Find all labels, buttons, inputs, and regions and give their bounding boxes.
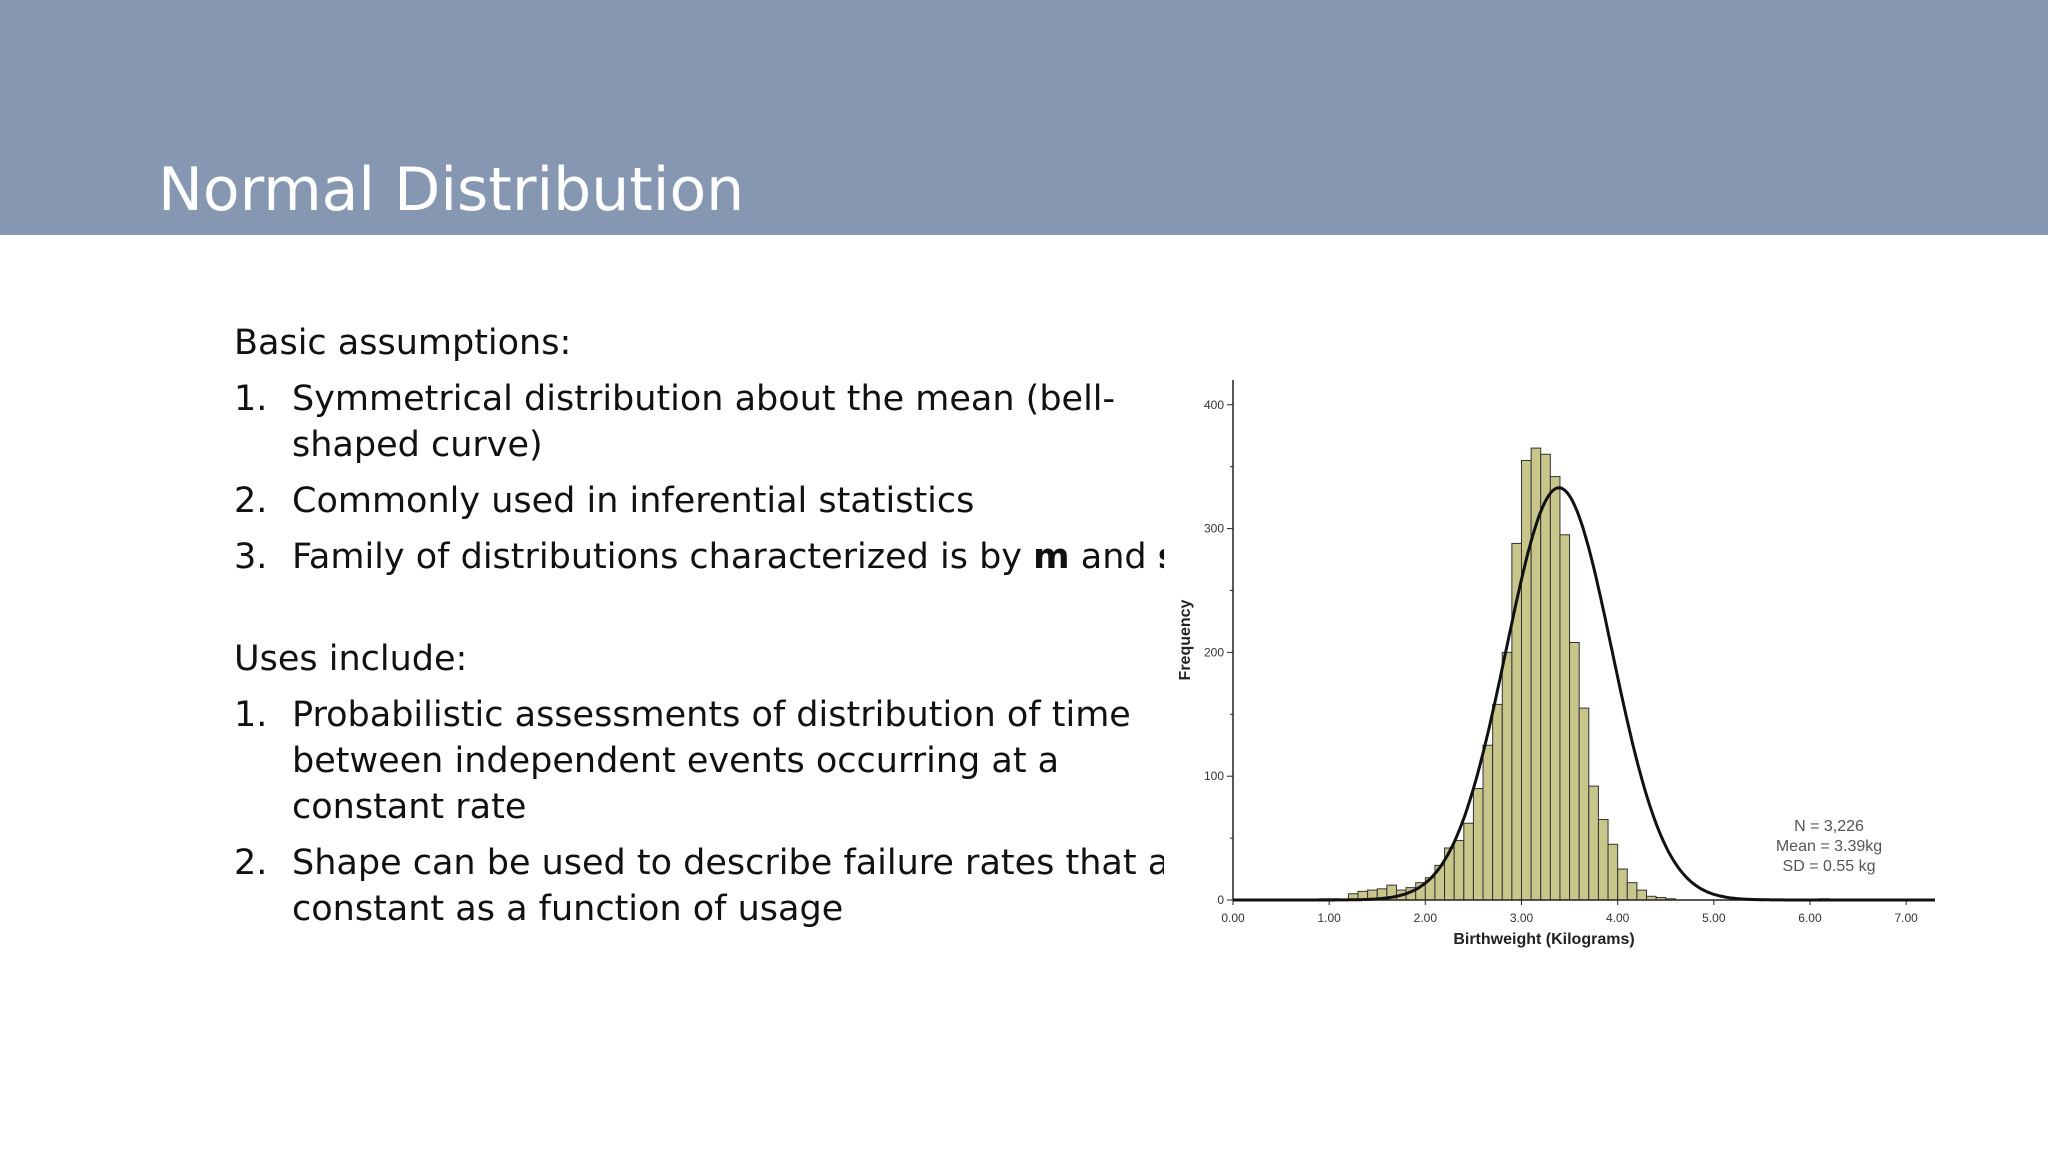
symbol-sigma: s [1158, 537, 1164, 577]
x-tick-label: 5.00 [1702, 911, 1726, 925]
list-text-line: Commonly used in inferential statistics [292, 481, 975, 521]
list-item: 1. Symmetrical distribution about the me… [234, 376, 1164, 468]
histogram-bar [1597, 819, 1609, 901]
histogram-bar [1559, 534, 1571, 901]
y-tick-label: 100 [1204, 769, 1224, 783]
list-text-line: Family of distributions characterized is… [292, 534, 1164, 580]
x-tick-label: 0.00 [1221, 911, 1245, 925]
list-item: 2. Shape can be used to describe failure… [234, 840, 1164, 932]
list-number: 1. [234, 379, 268, 419]
symbol-mu: m [1033, 537, 1070, 577]
y-tick-label: 200 [1204, 645, 1224, 659]
histogram-bar [1492, 703, 1503, 901]
x-tick-label: 1.00 [1317, 911, 1341, 925]
histogram-bar [1569, 641, 1580, 901]
histogram-bar [1578, 707, 1590, 901]
x-tick-label: 4.00 [1606, 911, 1630, 925]
histogram-bar [1540, 453, 1551, 901]
stats-annotation: N = 3,226 [1794, 818, 1864, 835]
histogram-bar [1607, 843, 1619, 901]
y-tick-label: 300 [1204, 522, 1224, 536]
x-tick-label: 7.00 [1894, 911, 1918, 925]
uses-heading: Uses include: [234, 639, 468, 679]
histogram-bar [1636, 889, 1648, 901]
list-item: 1. Probabilistic assessments of distribu… [234, 692, 1164, 830]
x-tick-label: 2.00 [1414, 911, 1438, 925]
list-text: and [1069, 537, 1158, 577]
list-text-line: constant rate [292, 787, 527, 827]
y-tick-label: 400 [1204, 398, 1224, 412]
list-text-line: Probabilistic assessments of distributio… [292, 695, 1131, 735]
normal-curve [1233, 486, 1935, 902]
slide-body: Basic assumptions: 1. Symmetrical distri… [234, 320, 1164, 932]
histogram-bar [1463, 822, 1474, 901]
basic-assumptions-heading: Basic assumptions: [234, 323, 572, 363]
list-number: 2. [234, 843, 268, 883]
histogram-bar [1588, 785, 1599, 901]
histogram-bar [1626, 882, 1638, 901]
list-number: 3. [234, 537, 268, 577]
list-item: 2. Commonly used in inferential statisti… [234, 478, 1164, 524]
list-number: 1. [234, 695, 268, 735]
histogram-bar [1482, 744, 1494, 901]
histogram-svg: 0 100 200 300 400 0.00 1.00 2.00 3.00 4.00 5.00 6.0… [1177, 380, 1935, 948]
list-text-line: Shape can be used to describe failure ra… [292, 843, 1164, 883]
histogram-bar [1549, 476, 1561, 901]
list-text-line: between independent events occurring at … [292, 741, 1060, 781]
birthweight-histogram: 0 100 200 300 400 0.00 1.00 2.00 3.00 4.00 5.00 6.0… [1160, 370, 1950, 960]
histogram-bar [1453, 840, 1465, 901]
list-text-line: constant as a function of usage [292, 889, 844, 929]
stats-annotation: SD = 0.55 kg [1783, 858, 1876, 875]
histogram-bar [1617, 868, 1628, 901]
title-banner: Normal Distribution [0, 0, 2048, 235]
histogram-bar [1520, 459, 1532, 901]
x-tick-label: 6.00 [1798, 911, 1822, 925]
list-text-line: Symmetrical distribution about the mean … [292, 379, 1116, 419]
histogram-bar [1501, 651, 1513, 901]
y-tick-label: 0 [1217, 893, 1224, 907]
list-text: Family of distributions characterized is… [292, 537, 1034, 577]
x-tick-label: 3.00 [1510, 911, 1534, 925]
histogram-bar [1472, 788, 1484, 901]
slide-title: Normal Distribution [158, 155, 745, 225]
x-axis-label: Birthweight (Kilograms) [1453, 931, 1634, 948]
list-number: 2. [234, 481, 268, 521]
stats-annotation: Mean = 3.39kg [1776, 838, 1882, 855]
list-item: 3. Family of distributions characterized… [234, 534, 1164, 580]
list-text-line: shaped curve) [292, 425, 543, 465]
y-axis-label: Frequency [1177, 599, 1194, 680]
